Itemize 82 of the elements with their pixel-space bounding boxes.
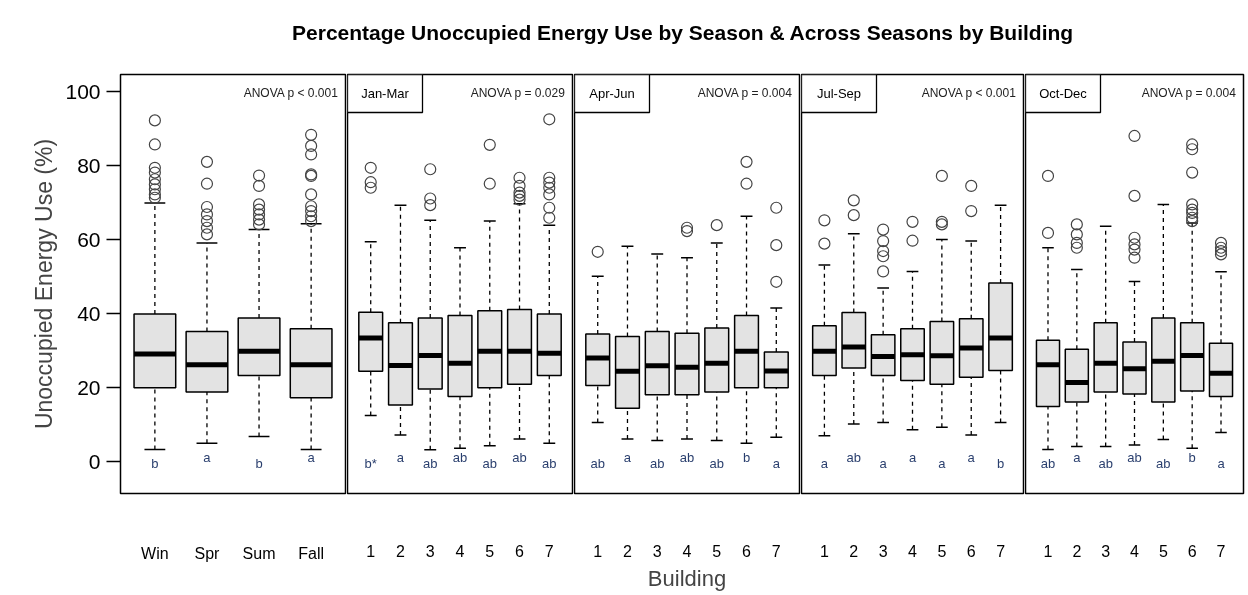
annotation: a [938,456,947,471]
x-tick-label: 7 [996,542,1006,560]
annotation: ab [482,456,497,471]
text: Apr-Jun [589,86,635,101]
x-tick-label: 5 [937,542,947,560]
x-tick-label: 1 [819,542,829,560]
annotation: a [908,450,917,465]
y-tick-label: 40 [77,301,101,325]
x-tick-label: 5 [712,542,722,560]
x-tick-label: 3 [425,542,435,560]
annotation: ab [650,456,665,471]
x-tick-label: 4 [455,542,465,560]
y-tick-label: 80 [77,153,101,177]
x-tick-label: Spr [194,544,221,562]
y-tick-label: 60 [77,227,101,251]
annotation: ab [679,450,695,465]
annotation: b* [364,456,377,471]
annotation: a [1217,456,1226,471]
x-tick-label: 3 [878,542,888,560]
x-tick-label: 2 [849,542,859,560]
annotation: b [255,456,263,471]
x-tick-label: 5 [1158,542,1168,560]
text: Jan-Mar [361,86,410,101]
x-tick-label: Fall [298,544,325,562]
x-tick-label: 1 [366,542,376,560]
annotation: a [1073,450,1082,465]
x-tick-label: 3 [1101,542,1111,560]
annotation: a [203,450,212,465]
x-tick-label: 7 [1216,542,1226,560]
x-tick-label: 4 [1130,542,1140,560]
x-tick-label: 7 [771,542,781,560]
annotation: ab [846,450,862,465]
annotation: a [967,450,976,465]
annotation: ANOVA p = 0.004 [1141,85,1237,100]
annotation: a [772,456,781,471]
x-tick-label: 1 [593,542,603,560]
x-tick-label: Win [141,544,169,562]
annotation: ab [590,456,605,471]
annotation: ab [1156,456,1171,471]
x-tick-label: 6 [1187,542,1197,560]
annotation: a [396,450,405,465]
annotation: ab [1098,456,1113,471]
x-tick-label: 1 [1043,542,1053,560]
annotation: a [820,456,829,471]
annotation: b [151,456,159,471]
annotation: ANOVA p = 0.029 [470,85,566,100]
y-tick-label: 0 [88,449,101,473]
x-tick-label: 2 [396,542,406,560]
annotation: ab [452,450,468,465]
annotation: a [879,456,888,471]
annotation: a [307,450,316,465]
annotation: ANOVA p < 0.001 [921,85,1017,100]
x-tick-label: 2 [1072,542,1082,560]
x-axis-title: Building [647,565,727,591]
x-tick-label: 4 [908,542,918,560]
y-axis-title: Unoccupied Energy Use (%) [31,138,58,430]
annotation: b [996,456,1005,471]
annotation: ab [423,456,438,471]
text: Percentage Unoccupied Energy Use by Season & Across Seasons by Building [292,21,1074,44]
x-tick-label: 6 [966,542,976,560]
x-tick-label: Sum [242,544,276,562]
x-tick-label: 3 [652,542,662,560]
text: Oct-Dec [1039,86,1088,101]
x-tick-label: 6 [742,542,752,560]
x-tick-label: 4 [682,542,692,560]
annotation: b [742,450,751,465]
annotation: a [623,450,632,465]
x-tick-label: 2 [623,542,633,560]
annotation: ab [709,456,724,471]
y-tick-label: 100 [65,79,101,103]
annotation: ab [542,456,557,471]
annotation: ab [512,450,527,465]
annotation: ab [1127,450,1142,465]
annotation: ab [1040,456,1056,471]
x-tick-label: 6 [515,542,525,560]
y-tick-label: 20 [77,375,101,399]
text: Jul-Sep [816,86,862,101]
annotation: b [1188,450,1196,465]
annotation: ANOVA p = 0.004 [697,85,793,100]
x-tick-label: 7 [544,542,554,560]
x-tick-label: 5 [485,542,495,560]
annotation: ANOVA p < 0.001 [243,85,339,100]
